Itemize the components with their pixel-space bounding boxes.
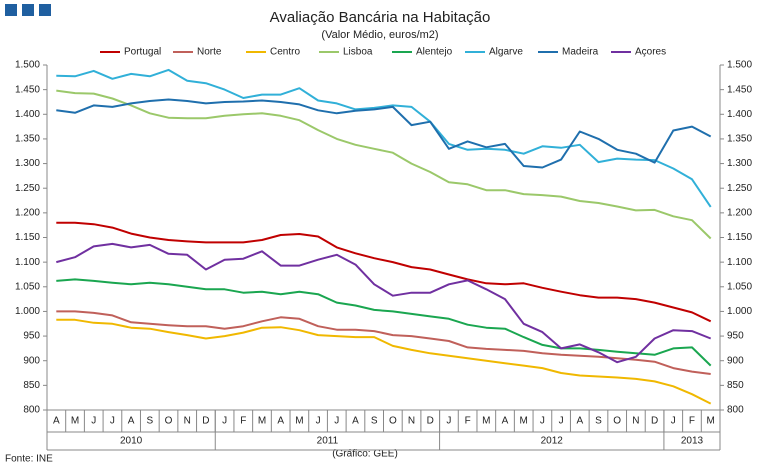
chart-title: Avaliação Bancária na Habitação [270,9,491,26]
x-tick-label: J [110,416,115,427]
y-tick-label: 1.500 [15,60,40,71]
chart-subtitle: (Valor Médio, euros/m2) [321,29,438,41]
y-tick-label: 1.200 [15,207,40,218]
x-tick-label: J [540,416,545,427]
series-line [56,221,712,323]
y-tick-label: 950 [23,331,40,342]
x-tick-label: J [559,416,564,427]
x-tick-label: A [502,416,509,427]
legend-label: Portugal [124,47,161,58]
x-tick-label: N [408,416,415,427]
y2-tick-label: 850 [727,380,744,391]
x-tick-label: M [520,416,528,427]
y2-tick-label: 1.400 [727,109,752,120]
x-tick-label: M [706,416,714,427]
y2-tick-label: 1.200 [727,207,752,218]
year-label: 2010 [120,436,143,447]
year-label: 2013 [681,436,704,447]
credit: (Gráfico: GEE) [332,449,398,460]
x-tick-label: M [258,416,266,427]
y-tick-label: 1.350 [15,134,40,145]
x-tick-label: J [222,416,227,427]
series-line [56,310,711,375]
x-tick-label: J [91,416,96,427]
x-tick-label: N [184,416,191,427]
x-tick-label: M [71,416,79,427]
y2-tick-label: 950 [727,331,744,342]
legend-label: Alentejo [416,47,453,58]
legend-label: Açores [635,47,666,58]
x-tick-label: O [165,416,173,427]
y2-tick-label: 1.500 [727,60,752,71]
x-tick-label: F [689,416,695,427]
legend-label: Centro [270,47,300,58]
x-tick-label: F [240,416,246,427]
x-tick-label: D [202,416,209,427]
x-tick-label: A [576,416,583,427]
y-tick-label: 1.050 [15,281,40,292]
x-tick-label: A [352,416,359,427]
y-tick-label: 1.300 [15,158,40,169]
legend-label: Lisboa [343,47,373,58]
y2-tick-label: 900 [727,355,744,366]
y2-tick-label: 800 [727,405,744,416]
y2-tick-label: 1.000 [727,306,752,317]
series-line [56,278,712,367]
x-tick-label: M [482,416,490,427]
x-tick-label: O [613,416,621,427]
y-tick-label: 1.150 [15,232,40,243]
series-line [56,68,712,208]
x-tick-label: J [671,416,676,427]
source: Fonte: INE [5,454,53,465]
x-tick-label: J [334,416,339,427]
y-tick-label: 1.000 [15,306,40,317]
y-tick-label: 1.250 [15,183,40,194]
y-tick-label: 1.400 [15,109,40,120]
x-tick-label: J [316,416,321,427]
x-tick-label: A [277,416,284,427]
y2-tick-label: 1.450 [727,84,752,95]
x-tick-label: D [427,416,434,427]
series-line [56,242,712,364]
x-tick-label: D [651,416,658,427]
y2-tick-label: 1.150 [727,232,752,243]
series-line [56,98,712,169]
y2-tick-label: 1.250 [727,183,752,194]
y2-tick-label: 1.350 [727,134,752,145]
logo-square [22,4,34,16]
x-tick-label: S [146,416,153,427]
x-tick-label: M [295,416,303,427]
y2-tick-label: 1.050 [727,281,752,292]
legend-label: Madeira [562,47,599,58]
x-tick-label: O [389,416,397,427]
x-tick-label: N [632,416,639,427]
x-tick-label: A [128,416,135,427]
x-tick-label: A [53,416,60,427]
y2-tick-label: 1.100 [727,257,752,268]
y2-tick-label: 1.300 [727,158,752,169]
logo-square [5,4,17,16]
y-tick-label: 850 [23,380,40,391]
year-label: 2011 [317,436,339,447]
series-line [56,89,712,240]
logo-square [39,4,51,16]
y-tick-label: 1.100 [15,257,40,268]
x-tick-label: J [446,416,451,427]
x-tick-label: S [595,416,602,427]
legend-label: Algarve [489,47,523,58]
x-tick-label: F [465,416,471,427]
legend-label: Norte [197,47,222,58]
series-line [56,318,712,405]
x-tick-label: S [371,416,378,427]
y-tick-label: 900 [23,355,40,366]
y-tick-label: 800 [23,405,40,416]
year-label: 2012 [541,436,564,447]
y-tick-label: 1.450 [15,84,40,95]
